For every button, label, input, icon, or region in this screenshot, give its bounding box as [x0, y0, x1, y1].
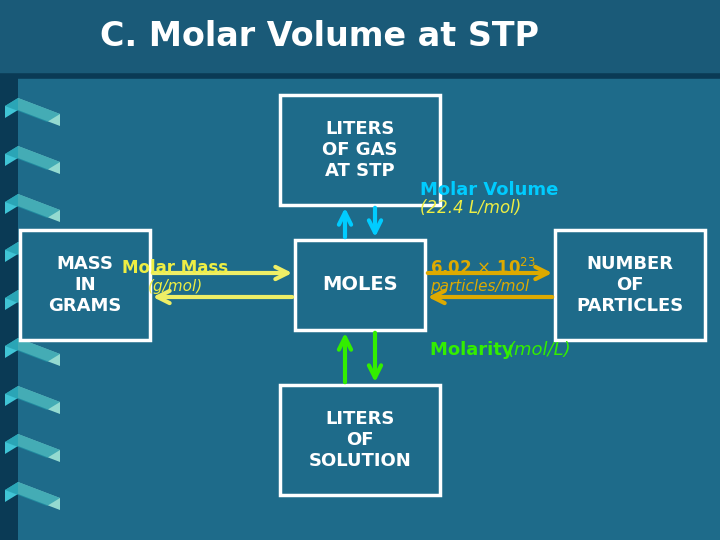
Polygon shape [18, 242, 60, 270]
Polygon shape [5, 242, 18, 262]
FancyBboxPatch shape [280, 385, 440, 495]
Text: (22.4 L/mol): (22.4 L/mol) [420, 199, 521, 217]
Text: LITERS
OF
SOLUTION: LITERS OF SOLUTION [309, 410, 411, 470]
Text: MOLES: MOLES [322, 275, 398, 294]
FancyBboxPatch shape [20, 230, 150, 340]
FancyBboxPatch shape [555, 230, 705, 340]
Polygon shape [5, 98, 60, 122]
Text: MASS
IN
GRAMS: MASS IN GRAMS [48, 255, 122, 315]
Polygon shape [5, 338, 60, 362]
Text: Molarity: Molarity [430, 341, 520, 359]
FancyBboxPatch shape [0, 0, 720, 75]
Text: (g/mol): (g/mol) [148, 279, 202, 294]
Polygon shape [18, 434, 60, 462]
Polygon shape [18, 386, 60, 414]
FancyBboxPatch shape [280, 95, 440, 205]
Polygon shape [18, 290, 60, 318]
Polygon shape [5, 290, 60, 314]
Polygon shape [5, 290, 18, 310]
Polygon shape [5, 434, 60, 458]
Polygon shape [5, 146, 18, 166]
Text: C. Molar Volume at STP: C. Molar Volume at STP [100, 21, 539, 53]
Polygon shape [18, 194, 60, 222]
Polygon shape [18, 146, 60, 174]
Polygon shape [5, 194, 60, 218]
Polygon shape [5, 338, 18, 358]
Text: LITERS
OF GAS
AT STP: LITERS OF GAS AT STP [323, 120, 397, 180]
Polygon shape [5, 482, 18, 502]
Polygon shape [5, 194, 18, 214]
Polygon shape [5, 386, 18, 406]
Text: Molar Volume: Molar Volume [420, 181, 559, 199]
Polygon shape [5, 146, 60, 170]
Polygon shape [5, 386, 60, 410]
Polygon shape [5, 98, 18, 118]
Text: particles/mol: particles/mol [430, 279, 529, 294]
Polygon shape [5, 482, 60, 506]
Text: Molar Mass: Molar Mass [122, 259, 228, 277]
Polygon shape [5, 242, 60, 266]
Polygon shape [18, 482, 60, 510]
Polygon shape [5, 434, 18, 454]
Text: NUMBER
OF
PARTICLES: NUMBER OF PARTICLES [577, 255, 683, 315]
Polygon shape [18, 338, 60, 366]
Text: 6.02 $\times$ 10$^{23}$: 6.02 $\times$ 10$^{23}$ [430, 258, 536, 278]
FancyBboxPatch shape [295, 240, 425, 330]
Polygon shape [18, 98, 60, 126]
FancyBboxPatch shape [0, 75, 18, 540]
Text: (mol/L): (mol/L) [508, 341, 572, 359]
